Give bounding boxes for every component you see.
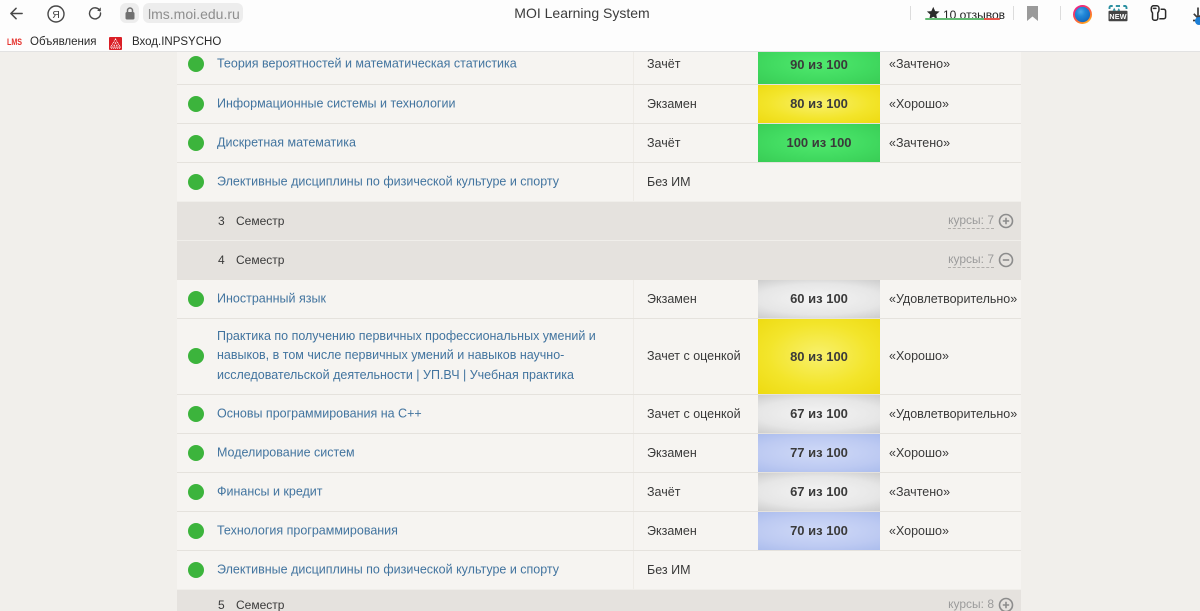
svg-text:NEW: NEW [1109, 12, 1126, 21]
svg-text:Я: Я [52, 9, 60, 21]
